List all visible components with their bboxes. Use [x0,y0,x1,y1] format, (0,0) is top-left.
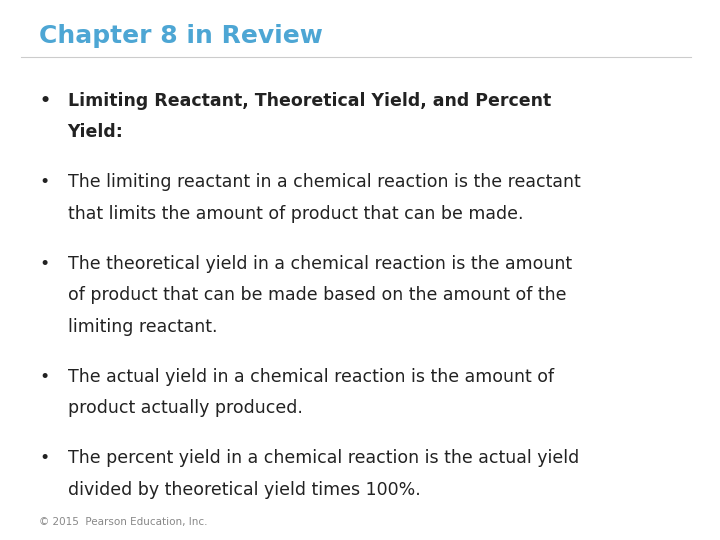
Text: Chapter 8 in Review: Chapter 8 in Review [39,24,323,48]
Text: Limiting Reactant, Theoretical Yield, and Percent: Limiting Reactant, Theoretical Yield, an… [68,92,551,110]
Text: The percent yield in a chemical reaction is the actual yield: The percent yield in a chemical reaction… [68,449,579,467]
Text: that limits the amount of product that can be made.: that limits the amount of product that c… [68,205,523,222]
Text: •: • [39,449,50,467]
Text: © 2015  Pearson Education, Inc.: © 2015 Pearson Education, Inc. [39,516,207,526]
Text: •: • [39,255,50,273]
Text: product actually produced.: product actually produced. [68,399,302,417]
Text: •: • [39,92,50,110]
Text: Yield:: Yield: [68,123,124,141]
Text: •: • [39,173,50,191]
Text: divided by theoretical yield times 100%.: divided by theoretical yield times 100%. [68,481,420,498]
Text: limiting reactant.: limiting reactant. [68,318,217,335]
Text: of product that can be made based on the amount of the: of product that can be made based on the… [68,286,566,304]
Text: •: • [39,368,50,386]
Text: The actual yield in a chemical reaction is the amount of: The actual yield in a chemical reaction … [68,368,554,386]
Text: The theoretical yield in a chemical reaction is the amount: The theoretical yield in a chemical reac… [68,255,572,273]
Text: The limiting reactant in a chemical reaction is the reactant: The limiting reactant in a chemical reac… [68,173,580,191]
